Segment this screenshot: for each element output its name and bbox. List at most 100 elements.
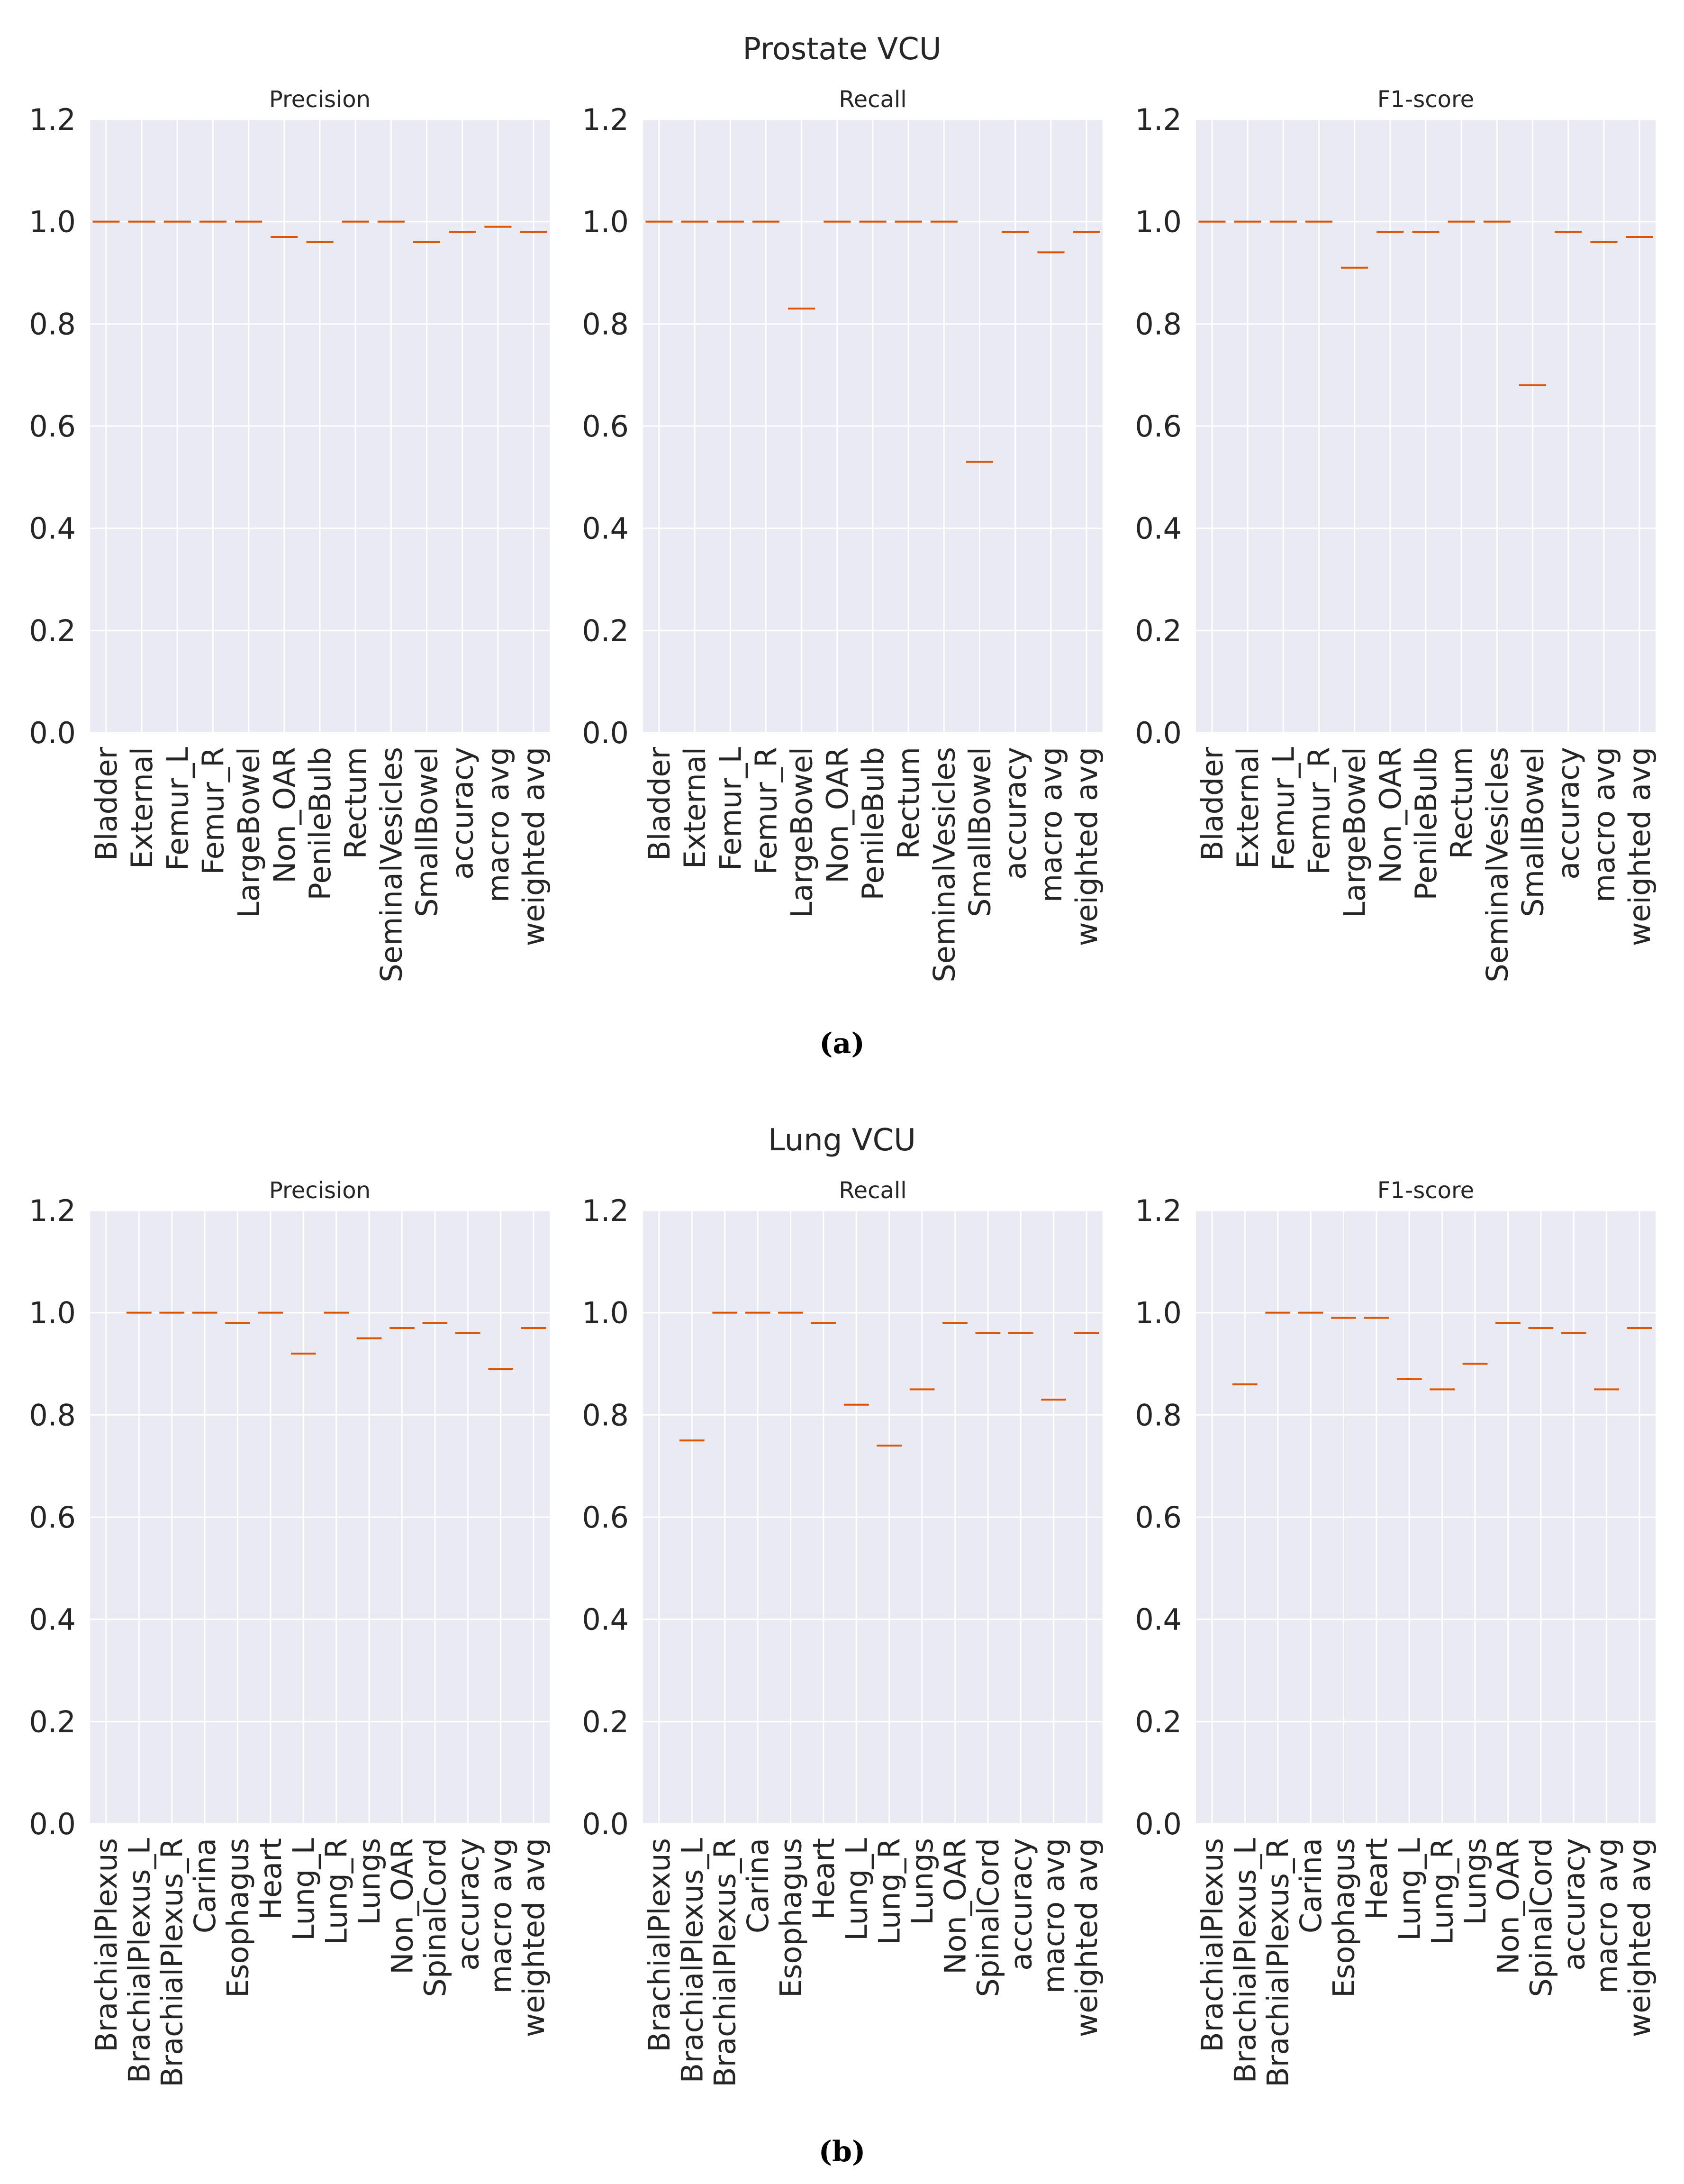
lung-f1-score-panel: F1-score 0.0 0.2 0.4 0.6 0.8 1.0 1.2 BrachialPle… xyxy=(1135,1177,1657,2087)
lung-precision-xtick-brachialplexus-r: BrachialPlexus_R xyxy=(155,1838,190,2087)
prostate-f1-score-title: F1-score xyxy=(1377,86,1474,113)
lung-precision-xtick-lungs: Lungs xyxy=(352,1838,387,1925)
prostate-f1-score-ytick-label: 0.0 xyxy=(1135,716,1182,750)
lung-f1-score-xtick-brachialplexus-r: BrachialPlexus_R xyxy=(1261,1838,1295,2087)
lung-recall-panel: Recall 0.0 0.2 0.4 0.6 0.8 1.0 1.2 BrachialPlexu… xyxy=(582,1177,1104,2087)
lung-f1-score-xtick-lung-r: Lung_R xyxy=(1425,1838,1460,1945)
prostate-f1-score-xtick-macro-avg: macro avg xyxy=(1587,747,1621,902)
lung-caption: (b) xyxy=(819,2135,866,2168)
prostate-f1-score-xtick-seminalvesicles: SeminalVesicles xyxy=(1480,747,1514,983)
prostate-recall-ytick-label: 0.0 xyxy=(582,716,629,750)
lung-recall-ytick-label: 0.2 xyxy=(582,1704,629,1739)
lung-precision-title: Precision xyxy=(269,1177,371,1204)
lung-recall-xtick-macro-avg: macro avg xyxy=(1037,1838,1071,1993)
prostate-recall-xtick-rectum: Rectum xyxy=(891,747,926,859)
prostate-recall-panel: Recall 0.0 0.2 0.4 0.6 0.8 1.0 1.2 Bladder Extern… xyxy=(582,86,1104,983)
prostate-recall-xtick-largebowel: LargeBowel xyxy=(785,747,819,918)
prostate-precision-ytick-label: 1.0 xyxy=(29,205,76,239)
prostate-recall-xtick-macro-avg: macro avg xyxy=(1034,747,1068,902)
lung-recall-xtick-non-oar: Non_OAR xyxy=(938,1838,972,1975)
lung-precision-xtick-brachialplexus-l: BrachialPlexus_L xyxy=(122,1838,156,2084)
lung-f1-score-ytick-label: 0.8 xyxy=(1135,1398,1182,1432)
prostate-recall-title: Recall xyxy=(839,86,906,113)
lung-f1-score-xtick-esophagus: Esophagus xyxy=(1327,1838,1361,1998)
prostate-recall-ytick-label: 1.0 xyxy=(582,205,629,239)
lung-recall-ytick-label: 0.8 xyxy=(582,1398,629,1432)
prostate-recall-xtick-bladder: Bladder xyxy=(642,747,677,861)
prostate-recall-ytick-label: 1.2 xyxy=(582,102,629,137)
prostate-precision-xtick-bladder: Bladder xyxy=(89,747,124,861)
lung-precision-xtick-brachialplexus: BrachialPlexus xyxy=(89,1838,124,2052)
prostate-precision-xtick-femur-l: Femur_L xyxy=(160,747,195,871)
lung-figure-title: Lung VCU xyxy=(768,1123,916,1158)
lung-recall-xtick-weighted-avg: weighted avg xyxy=(1069,1838,1104,2037)
prostate-recall-ytick-label: 0.6 xyxy=(582,409,629,444)
lung-recall-ytick-label: 1.0 xyxy=(582,1296,629,1330)
prostate-f1-score-xtick-rectum: Rectum xyxy=(1444,747,1479,859)
prostate-f1-score-ytick-label: 0.6 xyxy=(1135,409,1182,444)
lung-recall-ytick-label: 0.6 xyxy=(582,1500,629,1535)
lung-precision-xtick-esophagus: Esophagus xyxy=(221,1838,255,1998)
prostate-precision-xtick-accuracy: accuracy xyxy=(445,747,480,880)
lung-recall-ytick-label: 1.2 xyxy=(582,1193,629,1228)
prostate-recall-ytick-label: 0.2 xyxy=(582,613,629,648)
lung-f1-score-ytick-label: 1.0 xyxy=(1135,1296,1182,1330)
lung-recall-xtick-lungs: Lungs xyxy=(905,1838,940,1925)
prostate-f1-score-ytick-label: 1.0 xyxy=(1135,205,1182,239)
prostate-figure-title: Prostate VCU xyxy=(742,32,941,67)
lung-precision-xtick-lung-r: Lung_R xyxy=(319,1838,354,1945)
lung-recall-title: Recall xyxy=(839,1177,906,1204)
prostate-precision-ytick-label: 0.2 xyxy=(29,613,76,648)
prostate-f1-score-xtick-external: External xyxy=(1231,747,1265,869)
lung-recall-xtick-heart: Heart xyxy=(806,1838,841,1920)
prostate-precision-xtick-non-oar: Non_OAR xyxy=(267,747,302,883)
lung-recall-xtick-esophagus: Esophagus xyxy=(774,1838,808,1998)
lung-precision-xtick-accuracy: accuracy xyxy=(451,1838,485,1971)
prostate-precision-ytick-label: 0.6 xyxy=(29,409,76,444)
prostate-recall-xtick-accuracy: accuracy xyxy=(998,747,1033,880)
lung-recall-ytick-label: 0.0 xyxy=(582,1807,629,1841)
lung-precision-ytick-label: 0.0 xyxy=(29,1807,76,1841)
lung-precision-ytick-label: 0.4 xyxy=(29,1602,76,1637)
prostate-f1-score-xtick-smallbowel: SmallBowel xyxy=(1516,747,1550,917)
lung-recall-xtick-carina: Carina xyxy=(741,1838,775,1933)
prostate-f1-score-xtick-non-oar: Non_OAR xyxy=(1373,747,1408,883)
lung-f1-score-xtick-weighted-avg: weighted avg xyxy=(1622,1838,1657,2037)
prostate-f1-score-xtick-weighted-avg: weighted avg xyxy=(1622,747,1657,946)
prostate-f1-score-ytick-label: 0.2 xyxy=(1135,613,1182,648)
lung-precision-xtick-macro-avg: macro avg xyxy=(484,1838,518,1993)
lung-f1-score-xtick-heart: Heart xyxy=(1359,1838,1394,1920)
lung-recall-xtick-lung-r: Lung_R xyxy=(872,1838,907,1945)
prostate-precision-ytick-label: 0.8 xyxy=(29,307,76,341)
prostate-f1-score-xtick-accuracy: accuracy xyxy=(1551,747,1586,880)
prostate-f1-score-xtick-largebowel: LargeBowel xyxy=(1338,747,1372,918)
lung-precision-xtick-carina: Carina xyxy=(188,1838,222,1933)
lung-f1-score-xtick-lung-l: Lung_L xyxy=(1392,1838,1427,1941)
prostate-precision-ytick-label: 1.2 xyxy=(29,102,76,137)
lung-precision-ytick-label: 1.0 xyxy=(29,1296,76,1330)
lung-precision-xtick-lung-l: Lung_L xyxy=(286,1838,321,1941)
lung-f1-score-xtick-carina: Carina xyxy=(1294,1838,1328,1933)
prostate-precision-xtick-macro-avg: macro avg xyxy=(481,747,516,902)
lung-f1-score-ytick-label: 0.2 xyxy=(1135,1704,1182,1739)
prostate-f1-score-ytick-label: 1.2 xyxy=(1135,102,1182,137)
lung-f1-score-title: F1-score xyxy=(1377,1177,1474,1204)
prostate-caption: (a) xyxy=(819,1027,865,1060)
prostate-f1-score-ytick-label: 0.8 xyxy=(1135,307,1182,341)
lung-f1-score-ytick-label: 0.6 xyxy=(1135,1500,1182,1535)
prostate-precision-xtick-seminalvesicles: SeminalVesicles xyxy=(374,747,408,983)
lung-precision-xtick-weighted-avg: weighted avg xyxy=(516,1838,551,2037)
prostate-precision-xtick-femur-r: Femur_R xyxy=(196,747,230,875)
prostate-precision-xtick-smallbowel: SmallBowel xyxy=(410,747,444,917)
prostate-precision-xtick-penilebulb: PenileBulb xyxy=(303,747,337,901)
lung-recall-xtick-lung-l: Lung_L xyxy=(839,1838,874,1941)
prostate-precision-ytick-label: 0.0 xyxy=(29,716,76,750)
lung-f1-score-xtick-lungs: Lungs xyxy=(1458,1838,1493,1925)
prostate-f1-score-xtick-femur-l: Femur_L xyxy=(1266,747,1301,871)
prostate-precision-xtick-largebowel: LargeBowel xyxy=(232,747,266,918)
lung-recall-xtick-brachialplexus-r: BrachialPlexus_R xyxy=(708,1838,742,2087)
prostate-f1-score-ytick-label: 0.4 xyxy=(1135,511,1182,546)
prostate-recall-xtick-external: External xyxy=(678,747,712,869)
prostate-recall-xtick-femur-r: Femur_R xyxy=(749,747,783,875)
